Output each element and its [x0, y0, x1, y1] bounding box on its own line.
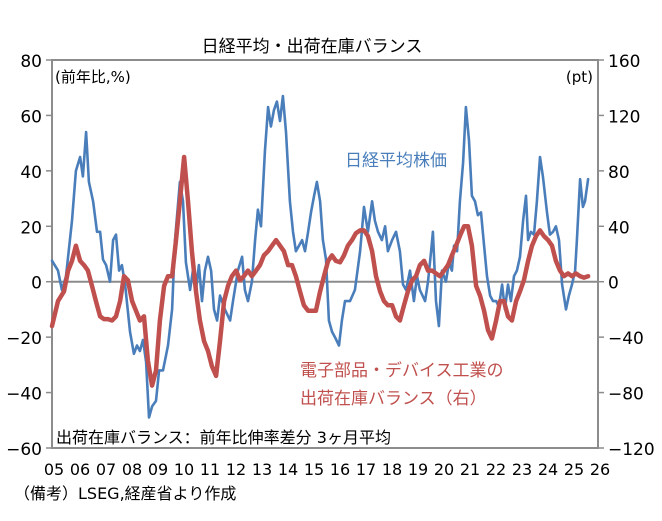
axes: 80 60 40 20 0 −20 −40 −60 160 120 80 40 0 −40 −80 −120 0… — [6, 52, 655, 479]
x-axis-tick-label: 19 — [408, 460, 428, 479]
x-axis-tick-label: 25 — [564, 460, 584, 479]
x-axis-tick-label: 05 — [44, 460, 64, 479]
right-axis-tick-label: −120 — [608, 440, 655, 460]
x-axis-tick-label: 11 — [200, 460, 220, 479]
x-axis-tick-label: 21 — [460, 460, 480, 479]
balance-series-label-line2: 出荷在庫バランス（右） — [300, 389, 487, 409]
left-axis-tick-label: −60 — [6, 440, 42, 460]
right-unit-label: (pt) — [566, 68, 593, 86]
x-axis-tick-label: 07 — [96, 460, 116, 479]
plot-frame — [51, 59, 599, 449]
left-axis-tick-label: −20 — [6, 329, 42, 349]
right-axis-tick-label: −80 — [608, 385, 644, 405]
x-axis-tick-label: 08 — [122, 460, 142, 479]
left-axis-tick-label: 80 — [20, 52, 42, 72]
right-axis-tick-label: −40 — [608, 329, 644, 349]
x-axis-tick-label: 26 — [590, 460, 610, 479]
x-axis-tick-label: 09 — [148, 460, 168, 479]
x-axis-tick-label: 13 — [252, 460, 272, 479]
left-axis-tick-label: 40 — [20, 163, 42, 183]
right-axis-tick-label: 80 — [608, 163, 630, 183]
nikkei-series-label: 日経平均株価 — [345, 151, 447, 171]
x-axis-tick-label: 06 — [70, 460, 90, 479]
x-axis-tick-label: 14 — [278, 460, 298, 479]
x-axis-tick-label: 22 — [486, 460, 506, 479]
balance-series-label-line1: 電子部品・デバイス工業の — [300, 360, 504, 381]
left-unit-label: (前年比,%) — [55, 68, 131, 86]
left-axis-tick-label: 0 — [31, 274, 42, 294]
x-axis-tick-label: 17 — [356, 460, 376, 479]
x-axis-tick-label: 12 — [226, 460, 246, 479]
left-axis-tick-label: 60 — [20, 107, 42, 127]
x-axis-tick-label: 20 — [434, 460, 454, 479]
right-axis-tick-label: 0 — [608, 274, 619, 294]
x-axis-tick-label: 15 — [304, 460, 324, 479]
x-axis-tick-label: 23 — [512, 460, 532, 479]
x-axis-tick-label: 16 — [330, 460, 350, 479]
left-axis-tick-label: 20 — [20, 218, 42, 238]
x-axis-tick-label: 24 — [538, 460, 558, 479]
shipment-inventory-balance-line — [49, 154, 591, 388]
right-axis-tick-label: 40 — [608, 218, 630, 238]
right-axis-tick-label: 160 — [608, 52, 640, 72]
chart-source: （備考）LSEG,経産省より作成 — [14, 484, 236, 503]
chart-title: 日経平均・出荷在庫バランス — [202, 37, 423, 57]
nikkei-line — [50, 94, 590, 419]
left-axis-tick-label: −40 — [6, 385, 42, 405]
x-axis-tick-label: 18 — [382, 460, 402, 479]
chart-note: 出荷在庫バランス：前年比伸率差分 3ヶ月平均 — [56, 428, 391, 447]
right-axis-tick-label: 120 — [608, 107, 640, 127]
series-group — [49, 94, 591, 419]
x-axis-tick-label: 10 — [174, 460, 194, 479]
